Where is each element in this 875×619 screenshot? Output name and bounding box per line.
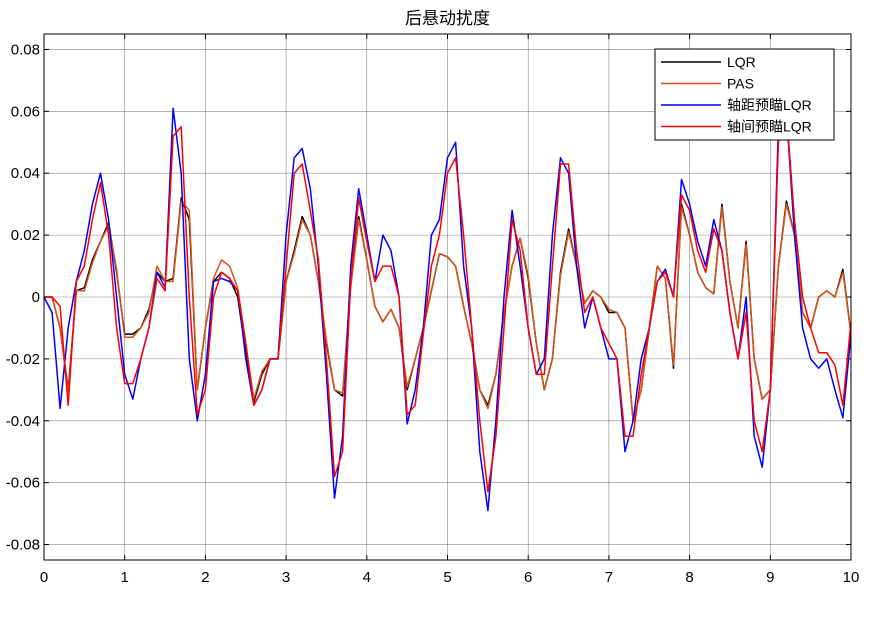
y-tick-label: -0.02 xyxy=(6,351,40,368)
legend-label-1: PAS xyxy=(727,76,754,92)
y-tick-label: 0.08 xyxy=(11,41,40,58)
y-tick-label: 0.02 xyxy=(11,227,40,244)
plot-area xyxy=(44,107,851,512)
legend-label-0: LQR xyxy=(727,54,756,70)
legend-box xyxy=(654,48,835,141)
x-tick-label: 9 xyxy=(766,569,774,586)
series-line-1 xyxy=(44,200,851,422)
y-tick-label: -0.04 xyxy=(6,413,40,430)
x-tick-label: 3 xyxy=(282,569,290,586)
y-tick-label: -0.08 xyxy=(6,537,40,554)
legend-label-3: 轴间预瞄LQR xyxy=(727,119,812,135)
x-tick-label: 7 xyxy=(605,569,613,586)
x-tick-label: 6 xyxy=(524,569,532,586)
x-tick-label: 2 xyxy=(201,569,209,586)
chart-title: 后悬动扰度 xyxy=(405,9,490,29)
x-tick-label: 4 xyxy=(363,569,371,586)
legend: LQR PAS 轴距预瞄LQR 轴间预瞄LQR xyxy=(654,48,835,141)
series-line-3 xyxy=(44,110,851,493)
series-line-2 xyxy=(44,107,851,512)
x-tick-label: 0 xyxy=(40,569,48,586)
x-tick-label: 10 xyxy=(843,569,860,586)
x-tick-label: 8 xyxy=(685,569,693,586)
y-tick-label: -0.06 xyxy=(6,475,40,492)
x-tick-label: 1 xyxy=(121,569,129,586)
x-tick-label: 5 xyxy=(443,569,451,586)
x-axis: 0 1 2 3 4 5 6 7 8 9 10 xyxy=(40,34,860,586)
y-tick-label: 0.06 xyxy=(11,103,40,120)
y-tick-label: 0 xyxy=(32,289,40,306)
axes-frame xyxy=(43,33,852,561)
y-axis: 0.08 0.06 0.04 0.02 0 -0.02 -0.04 -0.06 -0.08 xyxy=(6,41,851,554)
legend-label-2: 轴距预瞄LQR xyxy=(727,97,812,113)
y-tick-label: 0.04 xyxy=(11,165,40,182)
